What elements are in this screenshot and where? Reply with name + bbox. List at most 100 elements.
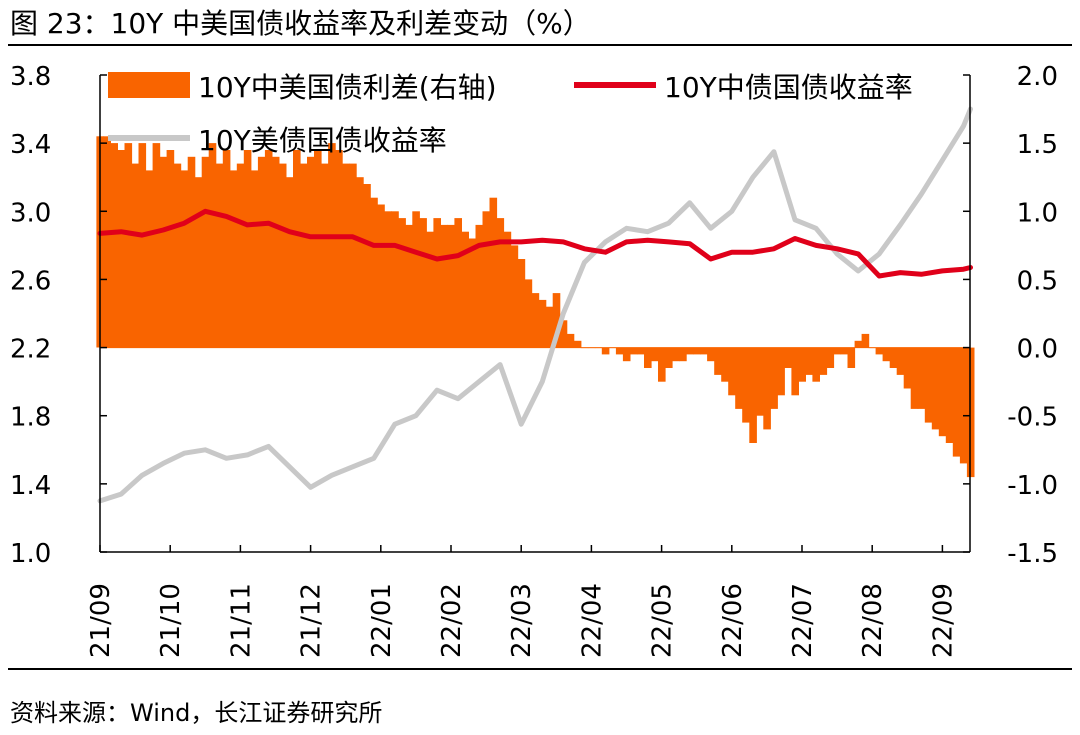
spread-bar — [328, 143, 336, 348]
spread-bar — [377, 204, 385, 348]
right-tick-label: 2.0 — [1017, 62, 1058, 92]
x-tick-label: 22/02 — [437, 583, 467, 658]
spread-bar — [749, 347, 757, 443]
spread-bar — [573, 340, 582, 348]
spread-bar — [854, 340, 863, 348]
spread-bar — [314, 150, 322, 348]
spread-bar — [454, 218, 462, 348]
x-tick-label: 22/01 — [367, 583, 397, 658]
spread-bar — [959, 347, 968, 464]
spread-bar — [194, 177, 203, 348]
spread-bar — [938, 347, 947, 437]
x-tick-label: 21/12 — [297, 583, 327, 658]
spread-bar — [300, 163, 308, 348]
spread-bar — [903, 347, 912, 389]
spread-bar — [840, 347, 849, 355]
x-tick-label: 21/10 — [156, 583, 186, 658]
spread-bar — [770, 347, 778, 409]
spread-bar — [805, 347, 813, 375]
spread-bar — [278, 163, 287, 348]
legend: 10Y中美国债利差(右轴) 10Y中债国债收益率 10Y美债国债收益率 — [108, 71, 913, 157]
spread-bar — [861, 333, 870, 348]
spread-bar — [644, 347, 652, 368]
spread-bar — [931, 347, 940, 430]
legend-swatch-spread — [108, 72, 190, 98]
axes-layer: 3.8 3.4 3.0 2.6 2.2 1.8 1.4 1.0 2.0 1.5 1.0 0.5 0.0 -… — [10, 62, 1058, 658]
spread-bar — [826, 347, 835, 368]
spread-bar — [384, 211, 392, 348]
spread-bar — [264, 150, 273, 348]
spread-bar — [728, 347, 736, 396]
left-tick-label: 1.4 — [10, 471, 51, 501]
spread-bar — [700, 347, 708, 355]
spread-bar — [482, 211, 491, 348]
spread-bar — [945, 347, 954, 443]
left-tick-label: 1.0 — [10, 539, 51, 569]
right-tick-label: 1.0 — [1017, 198, 1058, 228]
right-tick-label: 0.0 — [1017, 335, 1058, 365]
spread-bar — [924, 347, 933, 423]
spread-bar — [721, 347, 729, 382]
figure-title: 图 23：10Y 中美国债收益率及利差变动（%） — [10, 7, 591, 40]
spread-bar — [889, 347, 898, 368]
spread-bar — [440, 224, 448, 348]
spread-bar — [615, 347, 624, 355]
spread-bar — [510, 245, 519, 348]
spread-bar — [145, 170, 154, 348]
yield-lines-layer — [97, 106, 973, 504]
spread-bar — [686, 347, 694, 355]
spread-bar — [391, 211, 399, 348]
spread-bar — [812, 347, 820, 382]
spread-bar — [271, 156, 280, 348]
spread-bar — [201, 156, 210, 348]
spread-bar — [496, 218, 505, 348]
spread-area-layer — [96, 136, 975, 478]
spread-bar — [784, 347, 792, 368]
spread-bar — [910, 347, 919, 409]
spread-bar — [882, 347, 891, 362]
spread-bar — [335, 150, 343, 348]
x-tick-label: 22/07 — [788, 583, 818, 658]
spread-bar — [307, 156, 315, 348]
spread-bar — [131, 163, 140, 348]
spread-bar — [763, 347, 771, 430]
spread-bar — [952, 347, 961, 457]
legend-label-cn: 10Y中债国债收益率 — [664, 71, 913, 104]
spread-bar — [875, 347, 884, 355]
spread-bar — [370, 197, 378, 348]
spread-bar — [173, 163, 182, 348]
spread-bar — [356, 177, 364, 348]
spread-bar — [187, 156, 196, 348]
spread-bar — [819, 347, 828, 375]
right-tick-label: -0.5 — [1007, 403, 1058, 433]
spread-bar — [180, 170, 189, 348]
spread-bar — [342, 163, 350, 348]
x-tick-label: 22/04 — [577, 583, 607, 658]
spread-bar — [658, 347, 666, 382]
legend-label-us: 10Y美债国债收益率 — [198, 124, 447, 157]
spread-bar — [707, 347, 715, 362]
spread-bar — [531, 293, 540, 348]
spread-bar — [110, 143, 118, 348]
spread-bar — [489, 197, 498, 348]
spread-bar — [419, 218, 427, 348]
spread-bar — [152, 143, 161, 348]
spread-bar — [798, 347, 806, 382]
spread-bar — [896, 347, 905, 375]
spread-bar — [742, 347, 750, 423]
spread-bar — [363, 184, 371, 348]
chart: 3.8 3.4 3.0 2.6 2.2 1.8 1.4 1.0 2.0 1.5 1.0 0.5 0.0 -… — [10, 62, 1058, 658]
spread-bar — [321, 163, 329, 348]
spread-bar — [222, 150, 231, 348]
x-tick-label: 22/03 — [507, 583, 537, 658]
spread-bar — [517, 259, 526, 348]
spread-bar — [714, 347, 722, 375]
spread-bar — [475, 224, 484, 348]
spread-bar — [215, 163, 224, 348]
left-tick-label: 1.8 — [10, 403, 51, 433]
spread-bar — [243, 150, 252, 348]
spread-bar — [651, 347, 659, 362]
spread-bar — [433, 218, 441, 348]
spread-bar — [166, 150, 175, 348]
right-tick-label: -1.5 — [1007, 539, 1058, 569]
